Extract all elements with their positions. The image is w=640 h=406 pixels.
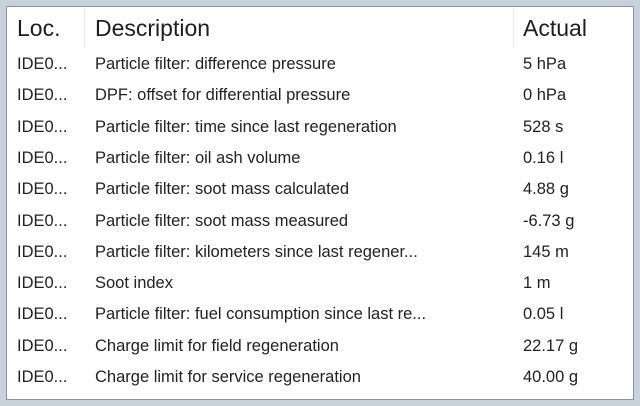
table-row[interactable]: IDE0... Particle filter: fuel consumption…: [7, 299, 633, 330]
table-row[interactable]: IDE0... Particle filter: difference press…: [7, 49, 633, 80]
table-row[interactable]: IDE0... Soot index 1 m: [7, 268, 633, 299]
column-header-actual[interactable]: Actual: [523, 15, 587, 41]
cell-loc: IDE0...: [17, 368, 68, 386]
table-row[interactable]: IDE0... Particle filter: oil ash volume 0.…: [7, 143, 633, 174]
cell-actual: 4.88 g: [523, 180, 569, 199]
cell-actual: 528 s: [523, 117, 564, 136]
column-header-loc[interactable]: Loc.: [17, 15, 61, 41]
cell-description: Particle filter: difference pressure: [95, 55, 336, 73]
cell-loc: IDE0...: [17, 86, 68, 105]
table-row[interactable]: IDE0... Charge limit for service regenera…: [7, 362, 633, 393]
cell-actual: 1 m: [523, 274, 551, 293]
cell-loc: IDE0...: [17, 55, 68, 73]
cell-loc: IDE0...: [17, 117, 68, 136]
table-row[interactable]: IDE0... Particle filter: soot mass measur…: [7, 206, 633, 237]
cell-description: Particle filter: kilometers since last r…: [95, 242, 418, 261]
cell-loc: IDE0...: [17, 211, 68, 230]
cell-description: DPF: offset for differential pressure: [95, 86, 351, 105]
cell-loc: IDE0...: [17, 242, 68, 261]
cell-actual: 0.05 l: [523, 305, 564, 324]
cell-description: Particle filter: soot mass measured: [95, 211, 349, 230]
table-row[interactable]: IDE0... Particle filter: kilometers since…: [7, 237, 633, 268]
cell-actual: -6.73 g: [523, 211, 575, 230]
table-row[interactable]: IDE0... DPF: offset for differential pres…: [7, 80, 633, 111]
values-table: Loc. Description Actual IDE0... Particle …: [6, 6, 634, 400]
cell-loc: IDE0...: [17, 148, 68, 167]
column-header-description[interactable]: Description: [95, 15, 211, 41]
cell-actual: 40.00 g: [523, 368, 579, 386]
cell-actual: 145 m: [523, 242, 569, 261]
cell-loc: IDE0...: [17, 305, 68, 324]
cell-loc: IDE0...: [17, 336, 68, 355]
cell-actual: 0.16 l: [523, 148, 564, 167]
cell-description: Soot index: [95, 274, 173, 293]
cell-description: Charge limit for service regeneration: [95, 368, 361, 386]
cell-description: Particle filter: soot mass calculated: [95, 180, 350, 199]
cell-description: Particle filter: time since last regener…: [95, 117, 397, 136]
cell-loc: IDE0...: [17, 180, 68, 199]
table-header: Loc. Description Actual: [7, 7, 633, 49]
table-row[interactable]: IDE0... Particle filter: time since last …: [7, 112, 633, 143]
table-row[interactable]: IDE0... Particle filter: soot mass calcul…: [7, 174, 633, 205]
cell-description: Particle filter: fuel consumption since …: [95, 305, 427, 324]
cell-description: Charge limit for field regeneration: [95, 336, 339, 355]
cell-loc: IDE0...: [17, 274, 68, 293]
cell-actual: 5 hPa: [523, 55, 567, 73]
cell-description: Particle filter: oil ash volume: [95, 148, 301, 167]
column-divider[interactable]: [84, 9, 85, 47]
cell-actual: 22.17 g: [523, 336, 579, 355]
cell-actual: 0 hPa: [523, 86, 567, 105]
table-row[interactable]: IDE0... Charge limit for field regenerati…: [7, 331, 633, 362]
column-divider[interactable]: [513, 9, 514, 47]
